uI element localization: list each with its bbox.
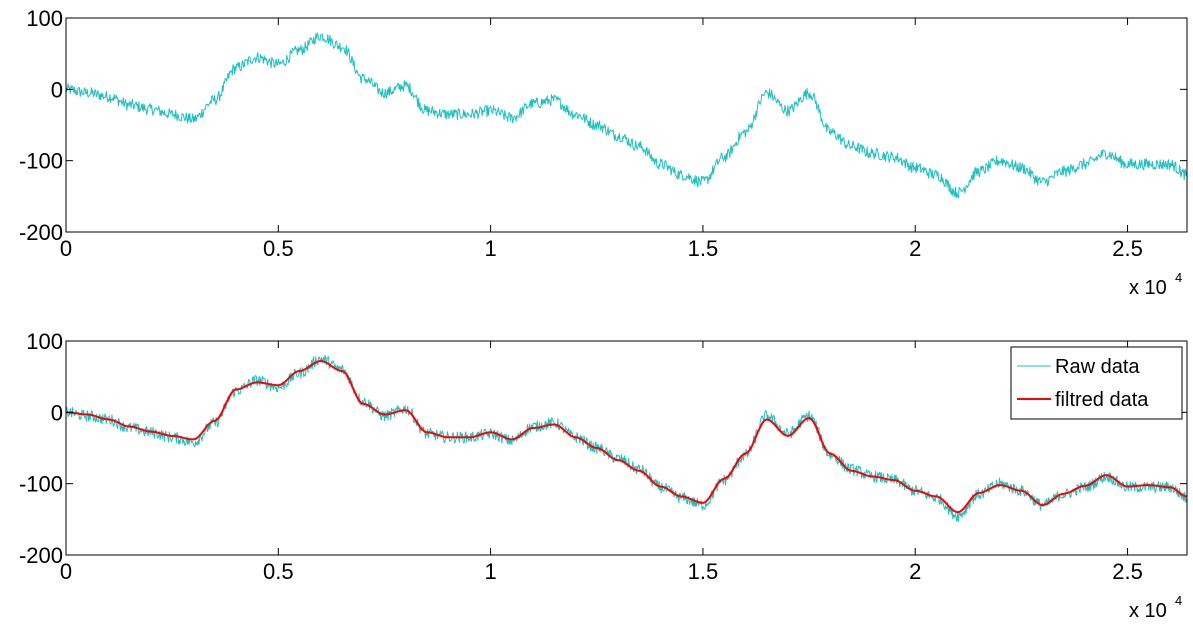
x-tick-label: 0 [60,236,72,261]
x-exponent-base: x 10 [1129,600,1167,622]
x-tick-label: 1 [484,236,496,261]
x-tick-label: 2.5 [1112,559,1143,584]
x-exponent-power: 4 [1175,270,1182,285]
y-tick-label: -200 [19,543,63,568]
y-tick-label: -100 [19,149,63,174]
x-tick-label: 0 [60,559,72,584]
x-tick-label: 0.5 [263,559,294,584]
y-tick-label: 0 [51,400,63,425]
series-line-2 [66,360,1187,514]
x-tick-label: 1 [484,559,496,584]
y-tick-label: 0 [51,77,63,102]
series-line-1 [66,355,1187,522]
x-tick-label: 2.5 [1112,236,1143,261]
x-exponent-power: 4 [1175,593,1182,608]
x-tick-label: 0.5 [263,236,294,261]
y-tick-label: -100 [19,472,63,497]
x-tick-label: 2 [909,236,921,261]
x-tick-label: 2 [909,559,921,584]
legend: Raw data filtred data [1010,346,1183,420]
chart-panel-1: 0 0.5 1 1.5 2 2.5 -200 -100 0 100 x 10 4 [19,6,1188,299]
legend-label-2: filtred data [1055,389,1149,411]
x-tick-label: 1.5 [688,559,719,584]
axes-box [65,340,1188,556]
x-tick-label: 1.5 [688,236,719,261]
series-line-1 [66,32,1187,199]
y-tick-label: 100 [26,329,63,354]
legend-label-1: Raw data [1055,356,1140,378]
axes-box [65,17,1188,233]
chart-panel-2: 0 0.5 1 1.5 2 2.5 -200 -100 0 100 x 10 4 Raw data fil… [19,329,1188,622]
x-exponent-base: x 10 [1129,277,1167,299]
legend-box [1010,346,1183,420]
y-tick-label: 100 [26,6,63,31]
y-tick-label: -200 [19,220,63,245]
